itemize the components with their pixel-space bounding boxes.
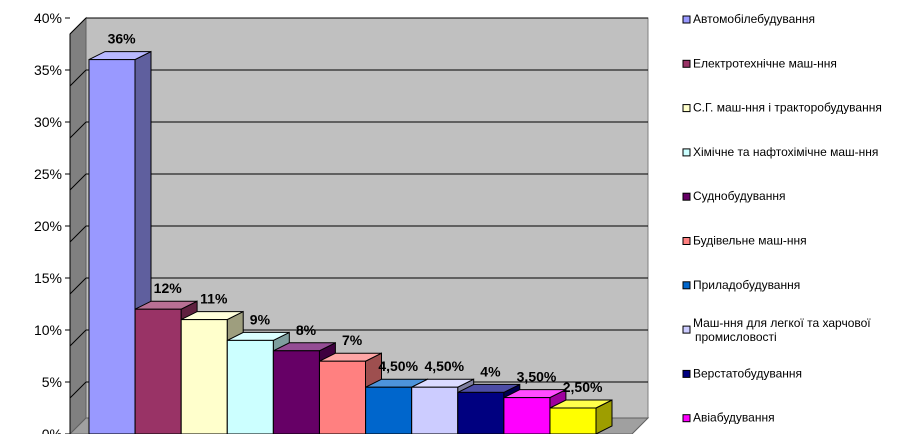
data-labels: 36% 12% 11% 9% 8% 7% 4,50% 4,50% 4% 3,50% 2,50% xyxy=(108,31,603,395)
bar-front xyxy=(503,397,551,434)
legend-item: Автомобілебудування xyxy=(682,12,815,26)
legend-swatch xyxy=(682,325,691,334)
data-label: 7% xyxy=(342,332,363,348)
bar-front xyxy=(457,391,505,434)
legend-label: Авіабудування xyxy=(693,411,775,425)
legend-item: Верстатобудування xyxy=(682,366,802,380)
gridline-side xyxy=(69,173,87,191)
legend-label: С.Г. маш-ння і тракторобудування xyxy=(693,101,882,115)
data-label: 4% xyxy=(480,363,501,379)
legend-label: Хімічне та нафтохімічне маш-ння xyxy=(693,145,878,159)
y-tick-label: 15% xyxy=(34,270,62,286)
bar-front xyxy=(180,319,228,434)
legend-item: Суднобудування xyxy=(682,189,785,203)
data-label: 12% xyxy=(154,280,183,296)
bars xyxy=(88,50,613,434)
legend-swatch xyxy=(682,59,691,68)
legend-swatch xyxy=(682,414,691,423)
y-tick-label: 10% xyxy=(34,322,62,338)
bar xyxy=(549,399,613,434)
y-tick-label: 40% xyxy=(34,10,62,26)
data-label: 3,50% xyxy=(517,369,557,385)
y-tick-label: 35% xyxy=(34,62,62,78)
gridline-side xyxy=(69,329,87,347)
legend-swatch xyxy=(682,369,691,378)
bar-front xyxy=(272,350,320,434)
legend-swatch xyxy=(682,281,691,290)
bar-front xyxy=(134,308,182,434)
bar-front xyxy=(549,407,597,434)
gridline-side xyxy=(69,69,87,87)
legend-swatch xyxy=(682,192,691,201)
bar-front xyxy=(319,360,366,434)
bar-front xyxy=(88,59,136,434)
legend-label: Приладобудування xyxy=(693,278,800,292)
legend-item: Хімічне та нафтохімічне маш-ння xyxy=(682,145,878,159)
y-tick-label: 0% xyxy=(42,426,62,434)
bar-front xyxy=(226,339,274,434)
legend-item: Авіабудування xyxy=(682,411,775,425)
gridline-side xyxy=(69,381,87,399)
legend-swatch xyxy=(682,237,691,245)
legend-swatch xyxy=(682,15,691,24)
gridline-side xyxy=(69,17,87,35)
data-label: 4,50% xyxy=(424,358,464,374)
data-label: 11% xyxy=(200,291,228,307)
y-tick-label: 30% xyxy=(34,114,62,130)
side-wall xyxy=(69,16,87,434)
bar-front xyxy=(365,386,413,434)
y-tick-label: 5% xyxy=(42,374,62,390)
gridline-side xyxy=(69,277,87,295)
legend: Автомобілебудування Електротехнічне маш-н… xyxy=(682,12,882,425)
gridline-side xyxy=(69,121,87,139)
legend-item: Будівельне маш-ння xyxy=(682,234,807,248)
data-label: 8% xyxy=(296,322,317,338)
legend-swatch xyxy=(682,148,691,157)
data-label: 4,50% xyxy=(378,358,418,374)
legend-item: Маш-ння для легкої та харчової промислово… xyxy=(682,316,871,344)
bar-front xyxy=(411,386,459,434)
legend-label: Суднобудування xyxy=(693,189,785,203)
y-tick-label: 20% xyxy=(34,218,62,234)
data-label: 2,50% xyxy=(563,379,603,395)
legend-label: Верстатобудування xyxy=(693,366,802,380)
gridline-side xyxy=(69,225,87,243)
legend-item: С.Г. маш-ння і тракторобудування xyxy=(682,101,882,115)
y-tick-label: 25% xyxy=(34,166,62,182)
legend-label: Автомобілебудування xyxy=(693,12,815,26)
legend-swatch xyxy=(682,104,691,113)
legend-item: Електротехнічне маш-ння xyxy=(682,56,837,70)
legend-label: Маш-ння для легкої та харчової промислово… xyxy=(693,316,871,344)
legend-item: Приладобудування xyxy=(682,278,800,292)
legend-label: Будівельне маш-ння xyxy=(693,234,807,248)
data-label: 36% xyxy=(108,31,137,47)
legend-label: Електротехнічне маш-ння xyxy=(693,56,837,70)
data-label: 9% xyxy=(250,311,271,327)
